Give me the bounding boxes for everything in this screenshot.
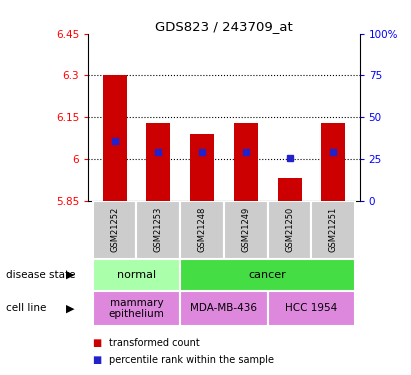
Text: GSM21253: GSM21253	[154, 207, 163, 252]
Text: percentile rank within the sample: percentile rank within the sample	[109, 355, 274, 365]
Bar	[321, 123, 345, 201]
Bar	[234, 123, 258, 201]
Text: mammary
epithelium: mammary epithelium	[109, 298, 164, 319]
Text: GSM21248: GSM21248	[198, 207, 207, 252]
Title: GDS823 / 243709_at: GDS823 / 243709_at	[155, 20, 293, 33]
Bar	[224, 201, 268, 259]
Bar	[93, 201, 136, 259]
Bar	[136, 201, 180, 259]
Text: ■: ■	[92, 355, 102, 365]
Bar	[180, 259, 355, 291]
Text: ■: ■	[92, 338, 102, 348]
Text: HCC 1954: HCC 1954	[285, 303, 337, 313]
Text: MDA-MB-436: MDA-MB-436	[190, 303, 258, 313]
Text: normal: normal	[117, 270, 156, 280]
Bar	[277, 178, 302, 201]
Text: ▶: ▶	[66, 270, 74, 280]
Bar	[93, 259, 180, 291]
Bar	[93, 291, 180, 326]
Bar	[180, 291, 268, 326]
Bar	[268, 291, 355, 326]
Text: GSM21250: GSM21250	[285, 207, 294, 252]
Text: GSM21252: GSM21252	[110, 207, 119, 252]
Bar	[312, 201, 355, 259]
Text: ▶: ▶	[66, 303, 74, 313]
Text: transformed count: transformed count	[109, 338, 200, 348]
Text: cell line: cell line	[6, 303, 46, 313]
Bar	[268, 201, 312, 259]
Text: disease state: disease state	[6, 270, 76, 280]
Bar	[103, 75, 127, 201]
Text: cancer: cancer	[249, 270, 286, 280]
Bar	[190, 134, 214, 201]
Bar	[180, 201, 224, 259]
Text: GSM21249: GSM21249	[241, 207, 250, 252]
Text: GSM21251: GSM21251	[329, 207, 338, 252]
Bar	[146, 123, 171, 201]
